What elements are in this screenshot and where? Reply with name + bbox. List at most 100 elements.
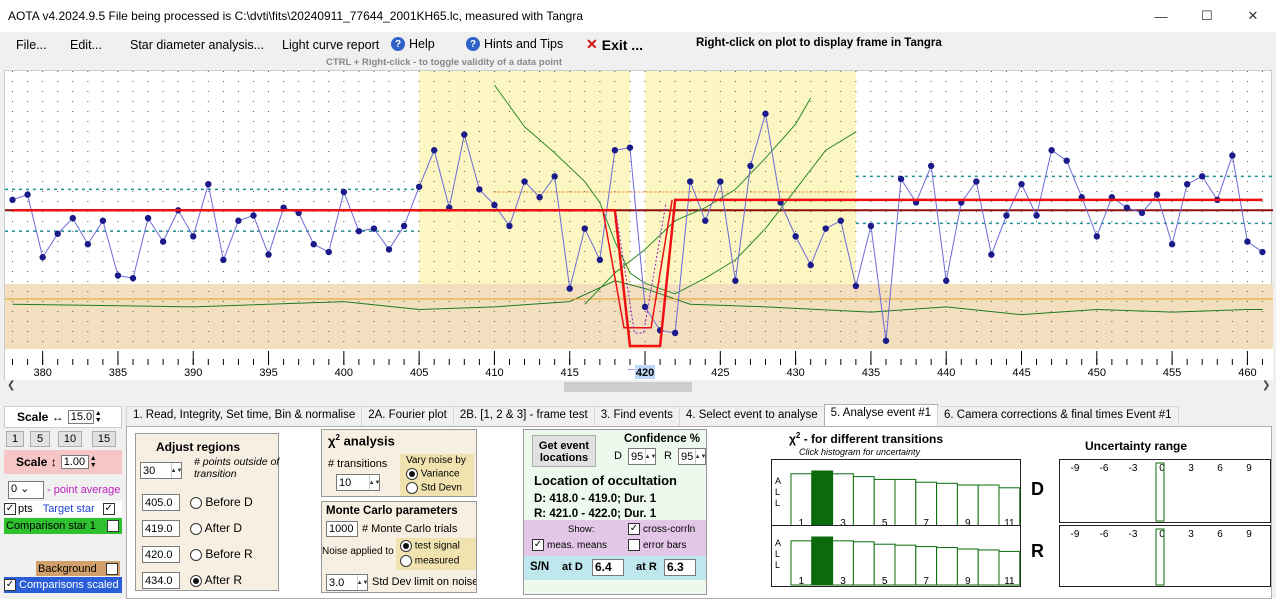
x-tick-label: 390 [184, 367, 202, 379]
tab-fourier[interactable]: 2A. Fourier plot [361, 406, 454, 426]
tab-read-integrity[interactable]: 1. Read, Integrity, Set time, Bin & norm… [126, 406, 363, 426]
menu-help-label: Help [409, 37, 435, 51]
monte-carlo-title: Monte Carlo parameters [326, 505, 458, 517]
after-r-radio[interactable]: After R [190, 573, 242, 587]
meas-means-checkbox[interactable]: ✓ [532, 539, 544, 551]
confidence-d-value: 95 [631, 450, 644, 463]
measured-radio[interactable]: measured [400, 555, 459, 567]
histogram-title-text: - for different transitions [803, 432, 944, 446]
variance-radio-button[interactable] [406, 468, 418, 480]
close-button[interactable]: ✕ [1247, 8, 1259, 23]
plot-scrollbar[interactable]: ❮ ❯ [4, 380, 1272, 394]
target-star-point [1123, 204, 1131, 211]
after-r-radio-button[interactable] [190, 574, 202, 587]
tab-select-event[interactable]: 4. Select event to analyse [678, 406, 825, 426]
std-devn-radio-button[interactable] [406, 482, 418, 494]
tab-camera-corrections[interactable]: 6. Camera corrections & final times Even… [937, 406, 1179, 426]
points-outside-input[interactable]: 30 ▲▼ [140, 462, 182, 479]
cross-corrln-option[interactable]: ✓ cross-corrln [628, 523, 695, 535]
error-bars-option[interactable]: error bars [628, 539, 686, 551]
analyse-event-panel: Adjust regions 30 ▲▼ # points outside of … [126, 426, 1272, 599]
scroll-thumb[interactable] [564, 382, 692, 392]
cross-corrln-checkbox[interactable]: ✓ [628, 523, 640, 535]
menu-exit[interactable]: ✕ Exit ... [586, 36, 643, 53]
scroll-right-arrow-icon[interactable]: ❯ [1262, 380, 1271, 391]
get-event-locations-button[interactable]: Get event locations [532, 435, 596, 467]
vary-noise-label: Vary noise by [406, 455, 466, 466]
monte-carlo-trials-input[interactable]: 1000 [326, 521, 358, 537]
menu-star-diameter[interactable]: Star diameter analysis... [130, 38, 265, 52]
target-star-point [400, 222, 408, 230]
menu-edit[interactable]: Edit... [70, 38, 102, 52]
after-d-radio[interactable]: After D [190, 521, 242, 535]
variance-radio[interactable]: Variance [406, 468, 460, 480]
comparison-star-label: Comparison star 1 [6, 520, 96, 532]
test-signal-radio[interactable]: test signal [400, 540, 460, 552]
comparisons-scaled-checkbox[interactable]: ✓ [4, 579, 16, 591]
transitions-input[interactable]: 10 ▲▼ [336, 474, 380, 491]
confidence-r-input[interactable]: 95 ▲▼ [678, 448, 706, 465]
after-d-input[interactable]: 419.0 [142, 520, 180, 537]
histogram-tick-label: 5 [882, 576, 888, 587]
before-r-radio[interactable]: Before R [190, 547, 253, 561]
snr-d-value: 6.4 [592, 559, 624, 576]
zoom-5-button[interactable]: 5 [30, 431, 50, 447]
after-d-radio-button[interactable] [190, 522, 202, 535]
std-limit-input[interactable]: 3.0 ▲▼ [326, 574, 368, 591]
variance-label: Variance [420, 468, 460, 480]
zoom-15-button[interactable]: 15 [92, 431, 116, 447]
all-label-letter: L [775, 549, 780, 559]
meas-means-option[interactable]: ✓ meas. means [532, 539, 607, 551]
before-d-radio-button[interactable] [190, 496, 202, 509]
scale-v-input[interactable]: 1.00 [60, 455, 89, 469]
target-star-checkbox[interactable]: ✓ [102, 503, 115, 515]
tab-analyse-event[interactable]: 5. Analyse event #1 [823, 404, 939, 426]
measured-radio-button[interactable] [400, 555, 412, 567]
maximize-button[interactable]: ☐ [1201, 8, 1213, 23]
menu-hints[interactable]: ? Hints and Tips [466, 37, 563, 51]
scale-h-spinner-icon[interactable]: ▲ ▼ [94, 410, 102, 424]
before-r-radio-button[interactable] [190, 548, 202, 561]
test-signal-radio-button[interactable] [400, 540, 412, 552]
scale-v-spinner-icon[interactable]: ▲ ▼ [89, 455, 97, 469]
target-star-point [1048, 147, 1055, 154]
uncertainty-tick-label: 6 [1217, 529, 1223, 540]
target-star-point [491, 201, 498, 209]
confidence-d-input[interactable]: 95 ▲▼ [628, 448, 656, 465]
std-devn-radio[interactable]: Std Devn [406, 482, 462, 494]
scroll-left-arrow-icon[interactable]: ❮ [7, 380, 16, 391]
comparison-star-checkbox[interactable] [107, 520, 119, 532]
background-checkbox[interactable] [106, 562, 118, 575]
menu-file[interactable]: File... [16, 38, 47, 52]
scale-h-input[interactable]: 15.0 [67, 410, 94, 424]
error-bars-checkbox[interactable] [628, 539, 640, 551]
minimize-button[interactable]: — [1154, 8, 1168, 24]
scale-h-label: Scale ↔ [17, 410, 64, 424]
menu-light-curve-report[interactable]: Light curve report [282, 38, 380, 52]
pts-checkbox[interactable]: ✓ [4, 503, 16, 515]
zoom-10-button[interactable]: 10 [58, 431, 82, 447]
light-curve-svg[interactable]: 380 385 390 395 400 405 410 415 420 425 430 435 440 4… [5, 71, 1273, 381]
target-star-point [837, 217, 844, 224]
show-options: Show: ✓ meas. means ✓ cross-corrln error b… [524, 520, 706, 556]
histogram-tick-label: 1 [799, 518, 805, 529]
point-average-select[interactable]: 0 ⌄ [8, 481, 44, 499]
before-d-input[interactable]: 405.0 [142, 494, 180, 511]
title-bar: AOTA v4.2024.9.5 File being processed is… [0, 0, 1276, 32]
zoom-1-button[interactable]: 1 [6, 431, 24, 447]
x-tick-label: 410 [485, 367, 503, 379]
after-r-input[interactable]: 434.0 [142, 572, 180, 589]
before-r-input[interactable]: 420.0 [142, 546, 180, 563]
target-star-point [1018, 180, 1025, 188]
target-star-point [1093, 233, 1101, 240]
tab-frame-test[interactable]: 2B. [1, 2 & 3] - frame test [452, 406, 595, 426]
target-star-point [385, 246, 393, 253]
before-d-radio[interactable]: Before D [190, 495, 253, 509]
uncertainty-frame [1059, 525, 1271, 587]
chi-symbol: χ [328, 433, 336, 449]
menu-help[interactable]: ? Help [391, 37, 435, 51]
tab-find-events[interactable]: 3. Find events [593, 406, 680, 426]
light-curve-plot[interactable]: 380 385 390 395 400 405 410 415 420 425 430 435 440 4… [4, 70, 1273, 381]
